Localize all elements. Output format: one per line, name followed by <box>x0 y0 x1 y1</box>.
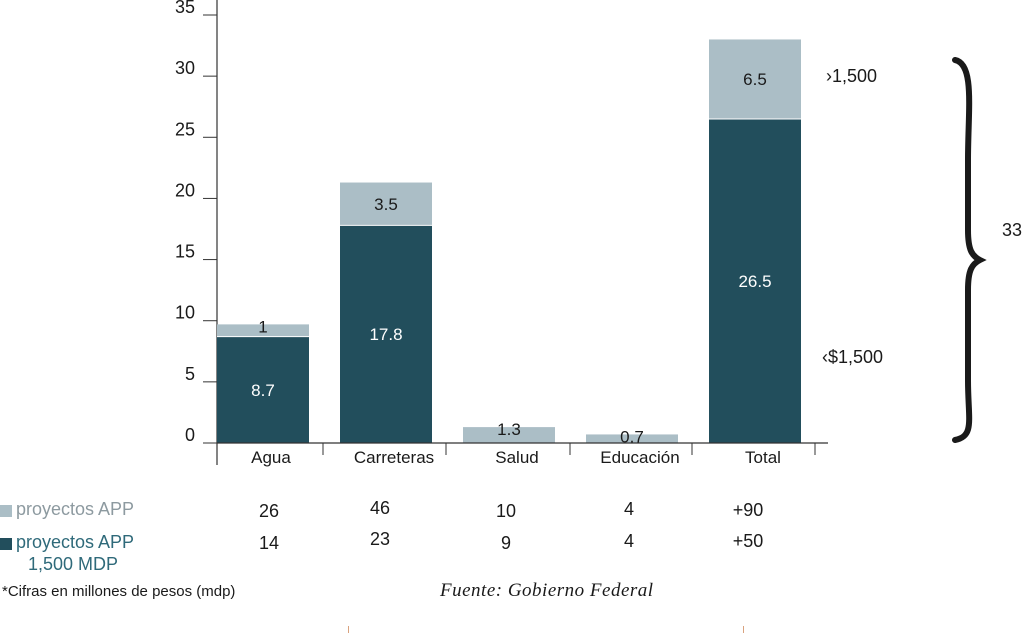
bar-1500-total <box>709 118 801 443</box>
count-1500-agua: 14 <box>258 533 280 553</box>
curly-brace <box>952 57 987 443</box>
y-tick-label-10: 10 <box>175 303 195 323</box>
y-tick-label-15: 15 <box>175 242 195 262</box>
bar-app-salud <box>463 427 555 443</box>
legend-swatch-dark <box>0 538 12 550</box>
bar-app-carreteras <box>340 182 432 226</box>
x-tick-label-salud: Salud <box>495 448 538 467</box>
y-tick-label-30: 30 <box>175 58 195 78</box>
legend-label-app: proyectos APP <box>16 499 135 519</box>
bars: 8.7 1 17.8 3.5 1.3 0.7 26.5 6.5 <box>217 39 801 446</box>
y-tick-label-35: 35 <box>175 0 195 17</box>
legend-label-line-1: proyectos APP <box>16 532 135 552</box>
y-tick-label-20: 20 <box>175 180 195 200</box>
y-tick-label-5: 5 <box>185 364 195 384</box>
count-app-carreteras: 46 <box>369 498 391 518</box>
bar-app-total <box>709 39 801 119</box>
value-label-1500-carreteras: 17.8 <box>369 325 402 344</box>
x-axis: Agua Carreteras Salud Educación Total <box>217 442 828 467</box>
count-app-agua: 26 <box>258 501 280 521</box>
x-tick-label-total: Total <box>745 448 781 467</box>
count-app-total: +90 <box>732 500 764 520</box>
value-label-app-salud: 1.3 <box>497 420 521 439</box>
value-label-app-agua: 1 <box>258 317 267 336</box>
annotation-lower: ‹$1,500 <box>822 347 883 367</box>
crop-mark-left <box>348 626 349 633</box>
legend-row-app-1500: proyectos APP 1,500 MDP <box>0 531 134 575</box>
x-tick-label-carreteras: Carreteras <box>354 448 434 467</box>
legend-label-line-2: 1,500 MDP <box>28 554 119 574</box>
count-1500-educacion: 4 <box>623 531 634 551</box>
x-tick-label-educacion: Educación <box>600 448 679 467</box>
bar-1500-carreteras <box>340 225 432 443</box>
count-1500-total: +50 <box>732 531 764 551</box>
annotation-upper: ›1,500 <box>826 66 877 86</box>
value-label-1500-agua: 8.7 <box>251 381 275 400</box>
bar-app-agua <box>217 324 309 337</box>
count-app-salud: 10 <box>495 501 517 521</box>
brace-annotation: 33 <box>952 57 1022 443</box>
y-tick-label-0: 0 <box>185 425 195 445</box>
x-tick-label-agua: Agua <box>251 448 291 467</box>
footnote: *Cifras en millones de pesos (mdp) <box>2 583 236 600</box>
crop-mark-right <box>743 626 744 633</box>
count-app-educacion: 4 <box>623 499 634 519</box>
value-label-1500-total: 26.5 <box>738 272 771 291</box>
count-1500-carreteras: 23 <box>369 529 391 549</box>
count-1500-salud: 9 <box>500 533 511 553</box>
bar-1500-agua <box>217 336 309 443</box>
value-label-app-educacion: 0.7 <box>620 427 644 446</box>
legend-row-app: proyectos APP <box>0 498 134 520</box>
legend-swatch-light <box>0 505 12 517</box>
source-credit: Fuente: Gobierno Federal <box>440 580 654 601</box>
legend-label-app-1500: proyectos APP 1,500 MDP <box>16 531 134 575</box>
y-tick-label-25: 25 <box>175 119 195 139</box>
y-axis: 0 5 10 15 20 25 30 35 <box>175 0 218 465</box>
brace-total-label: 33 <box>1002 220 1022 240</box>
value-label-app-carreteras: 3.5 <box>374 195 398 214</box>
bar-app-educacion <box>586 434 678 443</box>
value-label-app-total: 6.5 <box>743 70 767 89</box>
